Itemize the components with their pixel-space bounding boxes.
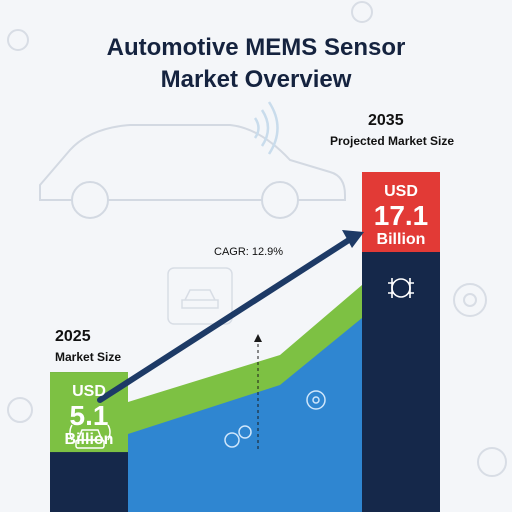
end-currency: USD xyxy=(384,183,418,200)
bar-2025-cap xyxy=(50,372,128,453)
wireless-signal-icon xyxy=(253,101,279,155)
title-line-2: Market Overview xyxy=(160,66,352,93)
end-value-box: USD 17.1 Billion xyxy=(362,183,440,249)
chip-car-icon xyxy=(167,267,233,325)
start-currency: USD xyxy=(72,383,106,401)
title-line-1: Automotive MEMS Sensor xyxy=(106,34,406,61)
start-value-box: USD 5.1 Billion xyxy=(50,383,128,449)
bar-2035-cap xyxy=(362,172,440,252)
gear-icon xyxy=(7,1,507,477)
end-size-label: Projected Market Size xyxy=(330,134,455,148)
end-value: 17.1 xyxy=(373,200,429,231)
trend-arrow-shaft xyxy=(97,235,355,403)
start-value: 5.1 xyxy=(69,400,109,432)
dashed-marker-arrowhead xyxy=(254,334,262,342)
start-year-label: 2025 xyxy=(55,328,91,346)
chart-title: Automotive MEMS Sensor Market Overview xyxy=(0,32,512,96)
cagr-annotation: CAGR: 12.9% xyxy=(212,246,286,258)
trend-arrowhead xyxy=(342,230,364,248)
end-unit: Billion xyxy=(376,231,426,248)
start-unit: Billion xyxy=(64,431,114,449)
car-outline-icon xyxy=(39,124,346,219)
gear-icon xyxy=(224,390,326,448)
growth-area-lower xyxy=(128,318,362,512)
end-year-label: 2035 xyxy=(368,112,404,129)
start-size-label: Market Size xyxy=(55,350,122,365)
car-front-icon xyxy=(69,424,111,449)
sensor-chip-icon xyxy=(388,278,414,298)
